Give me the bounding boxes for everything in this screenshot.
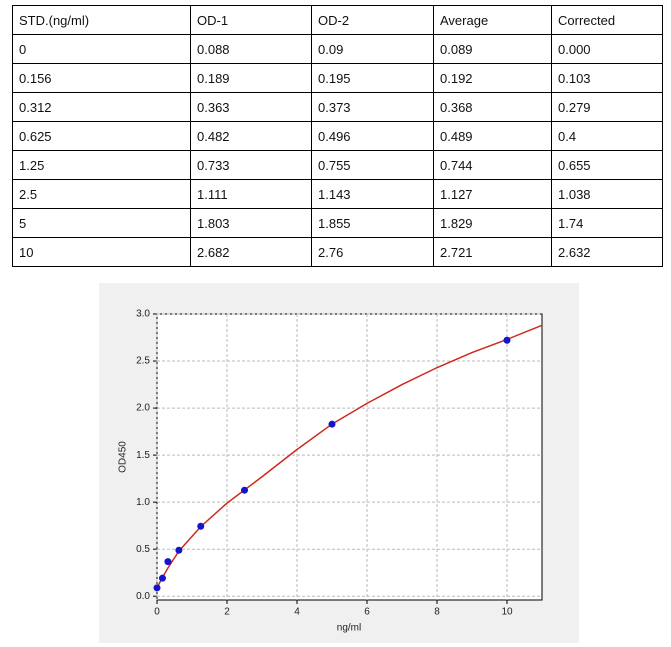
table-cell: 2.5 [12,179,191,209]
table-cell: 0.489 [433,121,552,151]
table-cell: 0.312 [12,92,191,122]
y-tick-label: 1.5 [136,450,150,461]
table-cell: 0.09 [311,34,434,64]
table-cell: 0.744 [433,150,552,180]
chart: ng/ml OD450 0.0 0.5 1.0 1.5 2.0 2.5 3.0 0 2 4 6 8 10 [99,283,579,643]
table-cell: 1.111 [190,179,312,209]
table-cell: 0.373 [311,92,434,122]
table-cell: 0.363 [190,92,312,122]
table-cell: 0.000 [551,34,663,64]
data-point [241,486,248,494]
table-cell: 1.829 [433,208,552,238]
y-tick-label: 2.5 [136,356,150,367]
y-tick-label: 2.0 [136,403,150,414]
table-cell: 1.74 [551,208,663,238]
table-cell: 1.038 [551,179,663,209]
data-point [175,546,183,554]
table-cell: 1.25 [12,150,191,180]
table-cell: 0.189 [190,63,312,93]
table-cell: 0.195 [311,63,434,93]
table-cell: 0.089 [433,34,552,64]
table-row: 10 2.682 2.76 2.721 2.632 [12,237,663,267]
table-cell: 0.733 [190,150,312,180]
data-point [503,336,511,344]
data-point [164,558,172,566]
data-table: STD.(ng/ml) OD-1 OD-2 Average Corrected 0 0.08… [12,5,663,267]
table-cell: 1.803 [190,208,312,238]
table-cell: 0.088 [190,34,312,64]
fit-curve [156,324,543,589]
table-cell: 1.143 [311,179,434,209]
x-tick-label: 8 [434,607,440,618]
table-cell: 0 [12,34,191,64]
table-cell: 5 [12,208,191,238]
table-row: 5 1.803 1.855 1.829 1.74 [12,208,663,238]
table-cell: 10 [12,237,191,267]
x-tick-label: 10 [501,607,513,618]
header-row: STD.(ng/ml) OD-1 OD-2 Average Corrected [12,5,663,35]
table-cell: 0.103 [551,63,663,93]
table-cell: 0.279 [551,92,663,122]
table-cell: 1.127 [433,179,552,209]
table-cell: 0.625 [12,121,191,151]
table-row: 0 0.088 0.09 0.089 0.000 [12,34,663,64]
table-row: 2.5 1.111 1.143 1.127 1.038 [12,179,663,209]
table-cell: 2.76 [311,237,434,267]
table-row: 0.156 0.189 0.195 0.192 0.103 [12,63,663,93]
x-tick-label: 6 [364,607,370,618]
x-tick-label: 2 [224,607,230,618]
table-row: 0.312 0.363 0.373 0.368 0.279 [12,92,663,122]
data-point [153,584,161,592]
table-row: 0.625 0.482 0.496 0.489 0.4 [12,121,663,151]
x-tick-label: 4 [294,607,300,618]
table-cell: 0.368 [433,92,552,122]
table-cell: 0.192 [433,63,552,93]
table-cell: OD-1 [190,5,312,35]
data-point [158,574,166,582]
table-cell: 0.482 [190,121,312,151]
table-cell: 0.655 [551,150,663,180]
table-cell: 1.855 [311,208,434,238]
table-cell: 0.755 [311,150,434,180]
data-point [328,420,336,428]
table-cell: 0.156 [12,63,191,93]
table-cell: 0.496 [311,121,434,151]
table-cell: 2.632 [551,237,663,267]
y-axis-label: OD450 [118,441,129,473]
data-point [197,522,205,530]
table-cell: 0.4 [551,121,663,151]
y-tick-label: 1.0 [136,497,150,508]
x-axis-label: ng/ml [337,623,361,634]
table-cell: 2.721 [433,237,552,267]
table-cell: STD.(ng/ml) [12,5,191,35]
y-tick-label: 0.5 [136,544,150,555]
table-cell: Average [433,5,552,35]
table-cell: 2.682 [190,237,312,267]
x-tick-label: 0 [154,607,160,618]
table-cell: Corrected [551,5,663,35]
table-row: 1.25 0.733 0.755 0.744 0.655 [12,150,663,180]
table-cell: OD-2 [311,5,434,35]
y-tick-label: 3.0 [136,309,150,320]
y-tick-label: 0.0 [136,591,150,602]
plot-area [156,313,543,601]
